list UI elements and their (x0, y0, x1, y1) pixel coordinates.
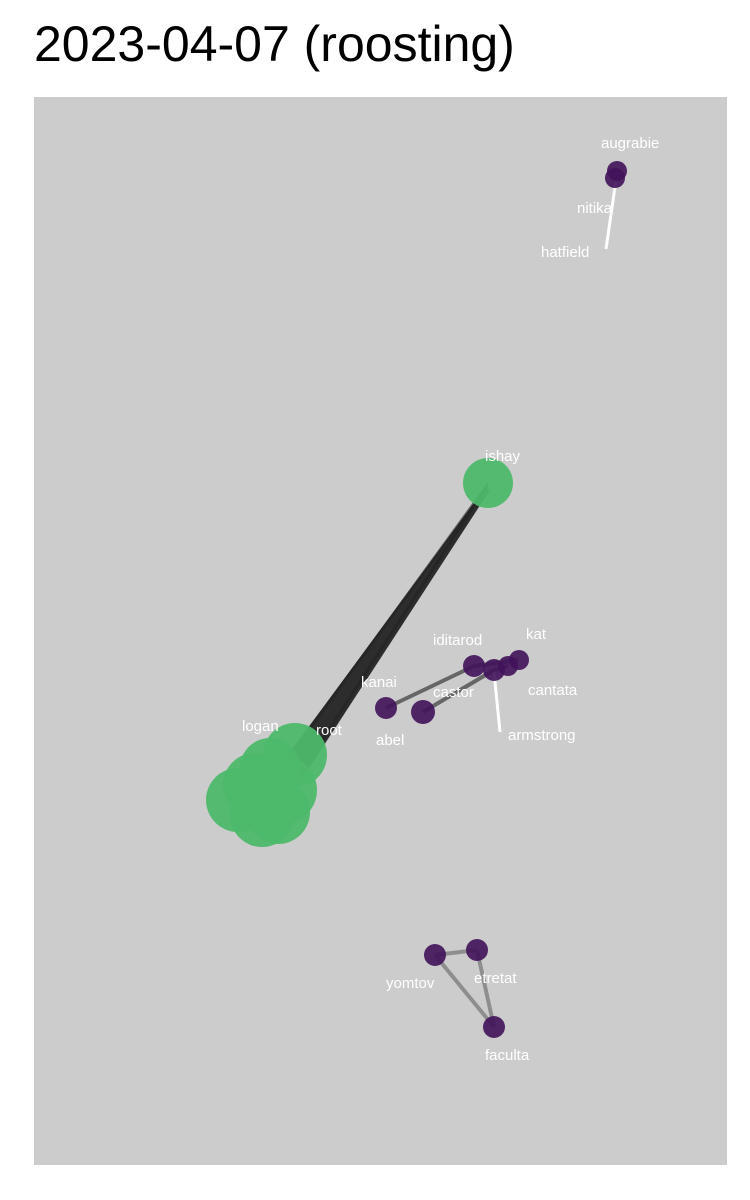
node-abel (411, 700, 435, 724)
label-nitika: nitika (577, 200, 613, 217)
label-ishay: ishay (485, 448, 521, 465)
label-iditarod: iditarod (433, 632, 482, 649)
node-faculta (483, 1016, 505, 1038)
node-green (246, 780, 310, 844)
node-nitika (605, 168, 625, 188)
edge-nitika-hatfield (604, 179, 618, 250)
edge-abel-castor (421, 668, 496, 714)
label-yomtov: yomtov (386, 975, 435, 992)
edge-yomtov-faculta (433, 953, 496, 1029)
node-iditarod (463, 655, 485, 677)
edge (288, 483, 490, 791)
label-cantata: cantata (528, 682, 578, 699)
label-abel: abel (376, 732, 404, 749)
node-kat (509, 650, 529, 670)
label-kanai: kanai (361, 674, 397, 691)
label-castor: castor (433, 684, 474, 701)
edge-etretat-faculta (475, 949, 496, 1028)
label-hatfield: hatfield (541, 244, 589, 261)
label-logan: logan (242, 718, 279, 735)
label-root: root (316, 722, 343, 739)
edge-castor-armstrong (492, 671, 502, 733)
label-armstrong: armstrong (508, 727, 576, 744)
edge-kanai-iditarod (385, 664, 475, 710)
label-kat: kat (526, 626, 547, 643)
node-yomtov (424, 944, 446, 966)
node-kanai (375, 697, 397, 719)
chart-title: 2023-04-07 (roosting) (34, 16, 515, 72)
label-faculta: faculta (485, 1047, 530, 1064)
label-augrabie: augrabie (601, 135, 659, 152)
node-etretat (466, 939, 488, 961)
node-ishay (463, 458, 513, 508)
label-etretat: etretat (474, 970, 517, 987)
node-labels: augrabie nitika hatfield ishay iditarod … (242, 135, 659, 1064)
nodes (206, 161, 627, 1038)
